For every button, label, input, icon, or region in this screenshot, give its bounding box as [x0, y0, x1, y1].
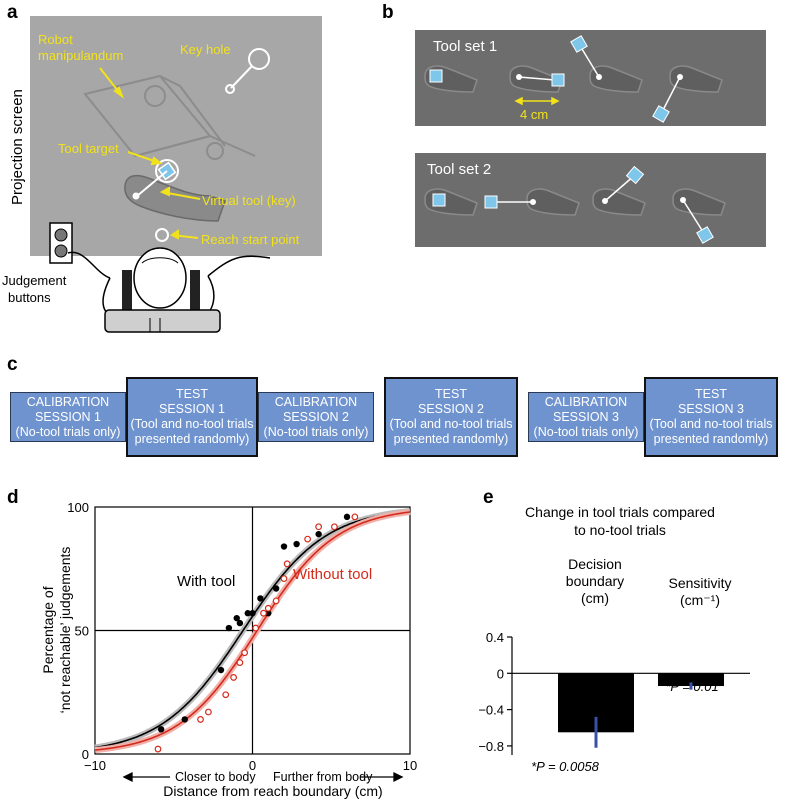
data-point-with-tool — [225, 624, 233, 632]
panel-label-c: c — [7, 354, 18, 375]
data-point-without-tool — [315, 523, 323, 531]
setup-diagram — [30, 16, 322, 256]
y-tick-label: 0 — [497, 666, 504, 681]
data-point-without-tool — [283, 560, 291, 568]
tool-set-2-diagram — [424, 165, 726, 244]
calibration-session-3: CALIBRATION SESSION 3 (No-tool trials only… — [528, 392, 644, 442]
y-tick-label: −0.8 — [478, 739, 504, 754]
data-point-without-tool — [331, 523, 338, 531]
calibration-session-2: CALIBRATION SESSION 2 (No-tool trials only… — [258, 392, 374, 442]
p-label-sensitivity: *P = 0.01 — [665, 679, 718, 694]
data-point-with-tool — [293, 540, 300, 548]
chart-e-bars — [558, 673, 724, 748]
subject-illustration — [49, 222, 271, 333]
x-tick-label: 10 — [403, 758, 417, 773]
chart-e: 0.4 0 −0.4 −0.8 *P = 0.0058 *P = 0.01 — [478, 630, 750, 774]
data-point-with-tool — [157, 726, 165, 733]
y-tick-label: 0.4 — [486, 630, 504, 645]
panel-label-e: e — [483, 487, 494, 508]
direction-arrows — [122, 771, 404, 783]
legend-without-tool: Without tool — [293, 566, 372, 583]
y-tick-label: 0 — [82, 747, 89, 762]
x-tick-label: 0 — [249, 758, 256, 773]
chart-d-points — [154, 513, 359, 753]
panel-label-d: d — [7, 487, 19, 508]
key-hole-label: Key hole — [180, 42, 231, 57]
calibration-session-1: CALIBRATION SESSION 1 (No-tool trials only… — [10, 392, 126, 442]
projection-screen: Robot manipulandum Key hole Tool target … — [30, 16, 322, 256]
data-point-with-tool — [181, 716, 188, 723]
chart-d-axes — [94, 506, 411, 755]
y-tick-label: 50 — [75, 624, 89, 639]
x-tick-label: −10 — [84, 758, 106, 773]
tool-set-2-label: Tool set 2 — [427, 161, 492, 178]
scale-label: 4 cm — [520, 107, 549, 122]
test-session-2: TEST SESSION 2 (Tool and no-tool trials pre… — [384, 377, 518, 457]
data-point-with-tool — [315, 530, 322, 538]
test-session-1: TEST SESSION 1 (Tool and no-tool trials pre… — [126, 377, 258, 457]
robot-label: Robot manipulandum — [38, 32, 124, 63]
annotation-further: Further from body — [273, 770, 373, 784]
data-point-without-tool — [197, 716, 204, 723]
tool-set-1-panel: Tool set 1 4 cm — [415, 30, 766, 126]
chart-e-axes: 0.4 0 −0.4 −0.8 — [478, 630, 750, 755]
p-label-boundary: *P = 0.0058 — [531, 759, 600, 774]
data-point-without-tool — [241, 649, 249, 657]
panel-label-b: b — [382, 2, 394, 23]
category-decision-boundary: Decision boundary (cm) — [565, 556, 625, 606]
data-point-without-tool — [260, 609, 267, 617]
chart-e-title: Change in tool trials compared to no-too… — [525, 504, 715, 538]
data-point-with-tool — [265, 610, 272, 617]
panel-label-a: a — [7, 2, 18, 23]
data-point-without-tool — [280, 575, 288, 583]
legend-with-tool: With tool — [177, 573, 235, 590]
data-point-with-tool — [217, 666, 225, 674]
tool-set-1-label: Tool set 1 — [433, 38, 498, 55]
data-point-without-tool — [351, 513, 359, 521]
data-point-with-tool — [244, 610, 251, 617]
bar — [658, 673, 724, 687]
data-point-without-tool — [252, 624, 260, 632]
data-point-without-tool — [204, 708, 212, 716]
data-point-with-tool — [233, 614, 240, 622]
data-point-without-tool — [154, 745, 162, 753]
data-point-with-tool — [257, 595, 264, 602]
reach-start-label: Reach start point — [201, 232, 300, 247]
tool-target-label: Tool target — [58, 141, 119, 156]
data-point-without-tool — [236, 659, 244, 667]
data-point-without-tool — [272, 597, 280, 605]
judgement-buttons-label: Judgement buttons — [2, 273, 67, 305]
tool-set-1-diagram — [424, 35, 723, 123]
annotation-closer: Closer to body — [175, 770, 256, 784]
chart-d-xlabel: Distance from reach boundary (cm) — [163, 783, 382, 799]
y-tick-label: 100 — [67, 500, 89, 515]
data-point-with-tool — [272, 585, 280, 592]
test-session-3: TEST SESSION 3 (Tool and no-tool trials pre… — [644, 377, 778, 457]
category-sensitivity: Sensitivity (cm⁻¹) — [668, 575, 732, 608]
data-point-without-tool — [264, 604, 272, 612]
data-point-with-tool — [343, 513, 351, 521]
y-tick-label: −0.4 — [478, 703, 504, 718]
fit-curve — [94, 511, 411, 751]
tool-set-2-panel: Tool set 2 — [415, 153, 766, 247]
projection-screen-label: Projection screen — [9, 89, 26, 205]
data-point-without-tool — [222, 691, 230, 699]
data-point-with-tool — [249, 610, 256, 617]
data-point-with-tool — [236, 619, 244, 627]
data-point-with-tool — [280, 543, 288, 550]
data-point-without-tool — [230, 674, 238, 681]
data-point-without-tool — [304, 535, 312, 543]
virtual-tool-label: Virtual tool (key) — [202, 193, 296, 208]
